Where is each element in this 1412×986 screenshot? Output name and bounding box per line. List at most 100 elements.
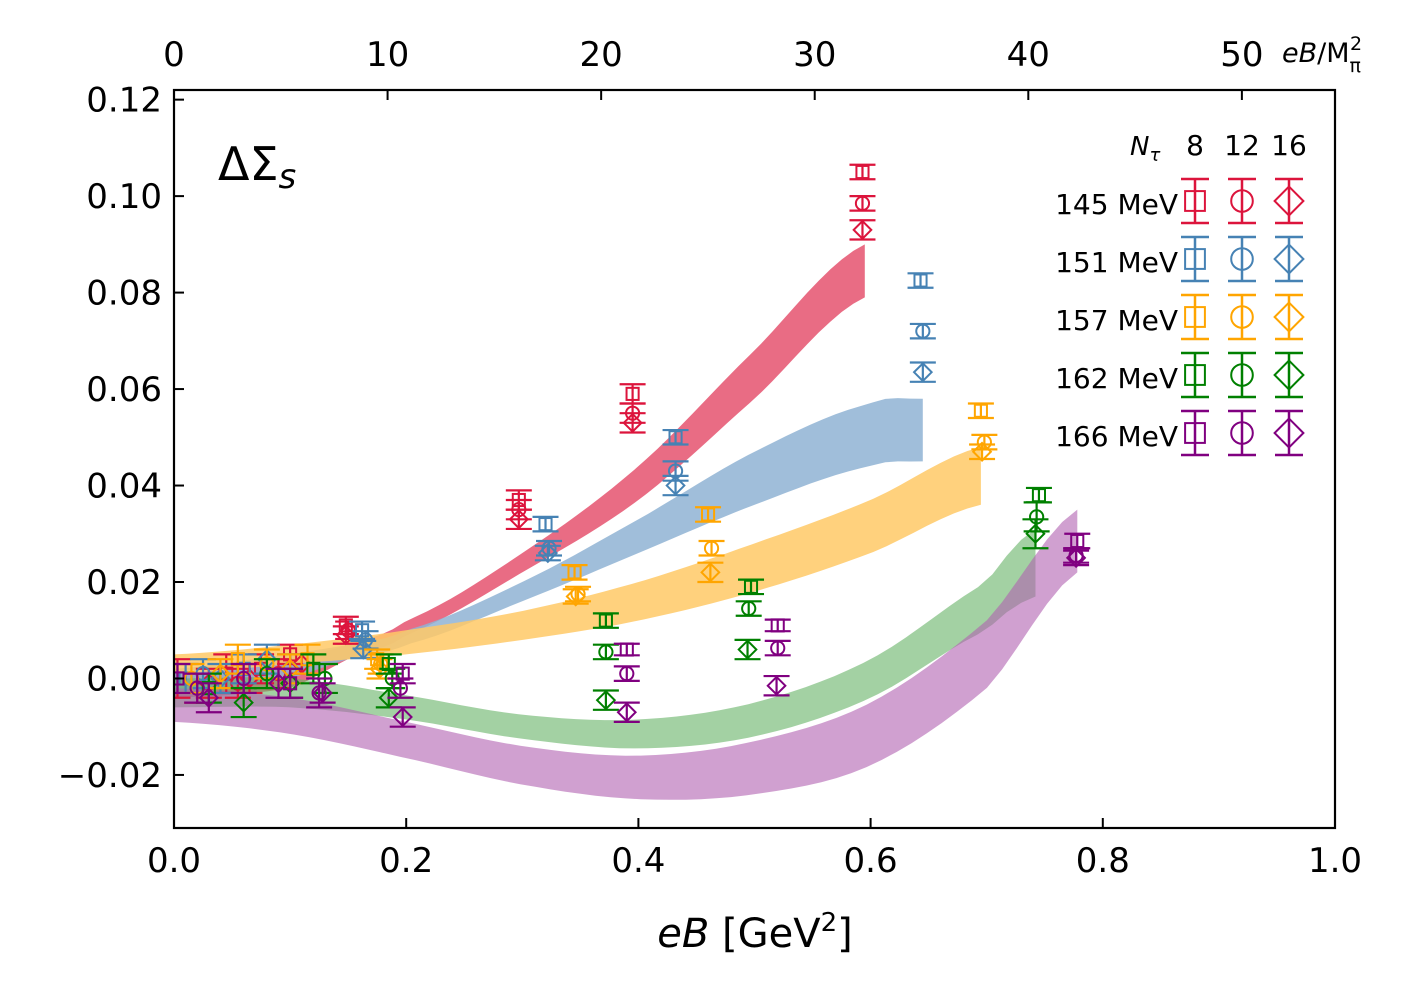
x-tick-label: 0.8 xyxy=(1076,841,1130,881)
data-point-145-mev-12 xyxy=(332,624,359,646)
legend-label-162: 162 MeV xyxy=(1055,362,1178,395)
legend-marker xyxy=(1273,177,1305,225)
marker-square xyxy=(283,676,298,691)
data-point-157-mev-13 xyxy=(698,539,725,557)
marker-circle xyxy=(570,586,586,602)
legend-label-151: 151 MeV xyxy=(1055,246,1178,279)
marker-square xyxy=(619,642,634,657)
marker-square xyxy=(395,666,410,681)
data-point-166-mev-13 xyxy=(613,701,640,723)
legend-diamond xyxy=(1273,185,1305,217)
data-point-166-mev-7 xyxy=(309,682,336,704)
data-point-157-mev-9 xyxy=(561,564,588,581)
marker-circle xyxy=(619,666,635,682)
marker-square xyxy=(701,507,716,522)
marker-diamond xyxy=(971,441,993,462)
marker-square xyxy=(538,517,553,532)
marker-square xyxy=(855,164,870,180)
y-tick-label: 0.04 xyxy=(86,467,162,507)
legend: Nτ 8 12 16 145 MeV 151 MeV 157 MeV 162 M… xyxy=(1055,129,1307,457)
legend-circle xyxy=(1230,363,1254,387)
marker-diamond xyxy=(1025,523,1046,544)
marker-diamond xyxy=(565,586,586,607)
data-point-157-mev-14 xyxy=(697,561,724,584)
top-axis-title-sub: π xyxy=(1350,55,1361,77)
data-point-166-mev-19 xyxy=(1063,547,1090,569)
legend-marker xyxy=(1228,351,1256,399)
marker-diamond xyxy=(616,702,638,723)
plot-frame xyxy=(172,88,1337,830)
data-point-145-mev-19 xyxy=(849,163,876,181)
data-point-162-mev-14 xyxy=(734,638,761,661)
legend-circle xyxy=(1230,189,1254,213)
marker-circle xyxy=(976,434,992,450)
legend-nt-var: N xyxy=(1130,132,1149,162)
marker-diamond xyxy=(369,658,390,680)
legend-circle xyxy=(1230,305,1254,329)
legend-square xyxy=(1184,364,1206,386)
marker-diamond xyxy=(912,361,934,383)
legend-marker xyxy=(1273,293,1305,341)
legend-marker xyxy=(1273,409,1305,457)
legend-label-157: 157 MeV xyxy=(1055,304,1178,337)
marker-circle xyxy=(189,680,205,696)
legend-marker xyxy=(1181,351,1209,399)
marker-square xyxy=(770,618,785,633)
data-point-145-mev-15 xyxy=(505,508,532,531)
y-tick-label: 0.00 xyxy=(86,659,162,699)
top-tick-label: 50 xyxy=(1220,35,1263,75)
y-tick-label: 0.12 xyxy=(86,81,162,121)
data-point-162-mev-12 xyxy=(738,578,765,596)
marker-square xyxy=(306,661,321,676)
legend-square xyxy=(1184,248,1206,270)
panel-label: ΔΣs xyxy=(218,137,296,197)
marker-diamond xyxy=(1065,547,1087,569)
x-axis-title-var: eB xyxy=(657,911,709,957)
marker-circle xyxy=(854,195,871,211)
x-tick-label: 0.2 xyxy=(379,841,433,881)
legend-nt-12: 12 xyxy=(1224,129,1260,162)
marker-diamond xyxy=(198,687,220,708)
marker-square xyxy=(598,613,613,628)
marker-diamond xyxy=(312,682,333,704)
marker-diamond xyxy=(353,639,374,660)
x-tick-label: 0.6 xyxy=(844,841,898,881)
marker-circle xyxy=(703,540,720,556)
top-axis-title: eB/Mπ2 xyxy=(1282,33,1362,77)
panel-label-sub: s xyxy=(279,157,297,197)
x-axis-title-close: ] xyxy=(837,911,853,957)
panel-label-main: ΔΣ xyxy=(218,137,279,191)
data-point-166-mev-8 xyxy=(389,662,416,685)
marker-diamond xyxy=(737,639,758,660)
data-point-162-mev-17 xyxy=(1022,518,1049,550)
marker-circle xyxy=(259,666,275,682)
data-point-162-mev-13 xyxy=(735,600,762,617)
top-tick-label: 0 xyxy=(163,35,185,75)
x-tick-label: 0.0 xyxy=(147,841,201,881)
legend-square xyxy=(1184,422,1206,444)
marker-circle xyxy=(1029,509,1045,525)
legend-marker xyxy=(1273,351,1305,399)
legend-square xyxy=(1184,190,1206,212)
marker-diamond xyxy=(700,562,721,583)
marker-diamond xyxy=(595,689,617,711)
data-point-145-mev-20 xyxy=(849,195,876,212)
legend-marker xyxy=(1181,177,1209,225)
data-point-166-mev-3 xyxy=(230,662,257,695)
marker-square xyxy=(567,565,582,580)
marker-square xyxy=(1031,488,1046,503)
top-tick-label: 20 xyxy=(580,35,623,75)
data-point-151-mev-9 xyxy=(532,515,559,533)
top-tick-label: 10 xyxy=(366,35,409,75)
top-axis-title-rest: /M xyxy=(1317,38,1349,69)
x-axis-title-unit: [GeV xyxy=(709,911,821,957)
data-point-166-mev-9 xyxy=(387,677,414,699)
legend-marker xyxy=(1228,293,1256,341)
y-tick-label: 0.06 xyxy=(86,370,162,410)
data-point-162-mev-9 xyxy=(592,612,619,629)
legend-diamond xyxy=(1273,359,1305,391)
data-point-166-mev-10 xyxy=(389,706,416,728)
legend-diamond xyxy=(1273,417,1305,449)
marker-circle xyxy=(236,670,252,687)
